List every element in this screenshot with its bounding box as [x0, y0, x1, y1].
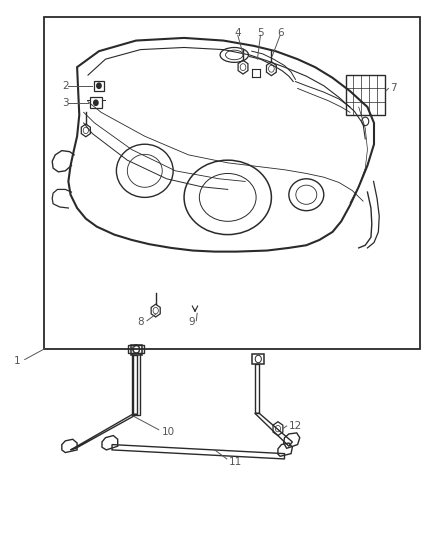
Text: 5: 5 [257, 28, 264, 38]
Text: 12: 12 [289, 421, 302, 431]
Text: 4: 4 [234, 28, 241, 38]
Text: 1: 1 [14, 356, 21, 366]
Text: 2: 2 [62, 81, 68, 91]
Text: 7: 7 [391, 83, 397, 93]
Bar [346, 75, 385, 115]
Text: 10: 10 [161, 427, 174, 438]
Circle shape [97, 83, 101, 88]
Bar [90, 98, 102, 108]
Bar [44, 17, 420, 349]
Circle shape [94, 100, 98, 106]
Text: 6: 6 [277, 28, 283, 38]
Text: 3: 3 [62, 98, 68, 108]
Text: 8: 8 [137, 317, 144, 327]
Text: 11: 11 [229, 457, 242, 467]
Bar [94, 81, 104, 91]
Text: 9: 9 [189, 317, 195, 327]
